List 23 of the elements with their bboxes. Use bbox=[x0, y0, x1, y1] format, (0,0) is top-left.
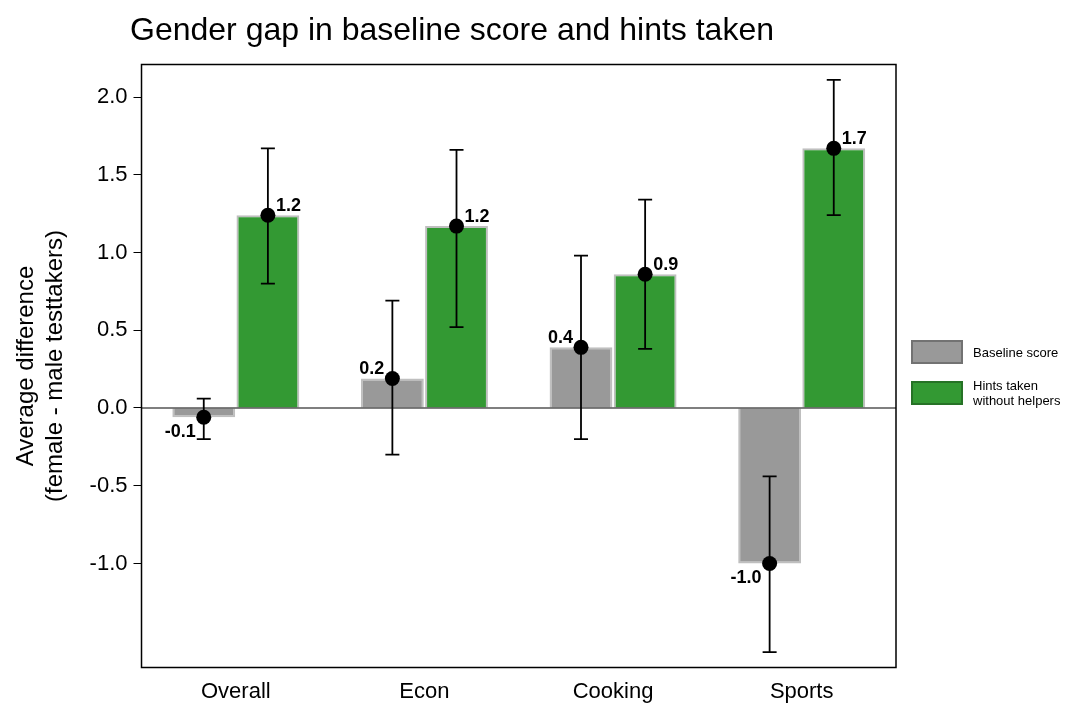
x-tick-label: Econ bbox=[399, 677, 450, 703]
data-label: 1.7 bbox=[841, 128, 867, 149]
data-label: 0.2 bbox=[359, 358, 385, 379]
y-tick-label: 2.0 bbox=[96, 83, 128, 109]
x-tick-label: Sports bbox=[769, 677, 834, 703]
data-label: -0.1 bbox=[164, 421, 196, 442]
data-label: 0.9 bbox=[653, 254, 679, 275]
x-tick-label: Cooking bbox=[572, 677, 654, 703]
data-label: -1.0 bbox=[730, 567, 762, 588]
y-tick-label: -0.5 bbox=[89, 471, 128, 497]
legend-label: Hints taken without helpers bbox=[973, 378, 1062, 408]
y-tick-label: 1.0 bbox=[96, 238, 128, 264]
y-axis-title: Average difference (female - male testtakers) bbox=[11, 229, 67, 503]
y-tick-label: 0.0 bbox=[96, 394, 128, 420]
legend-label: Baseline score bbox=[973, 344, 1060, 360]
y-tick-label: -1.0 bbox=[89, 549, 128, 575]
y-tick-label: 0.5 bbox=[96, 316, 128, 342]
x-tick-label: Overall bbox=[200, 677, 271, 703]
data-label: 1.2 bbox=[464, 206, 490, 227]
y-tick-label: 1.5 bbox=[96, 160, 128, 186]
data-label: 1.2 bbox=[275, 195, 301, 216]
data-label: 0.4 bbox=[547, 327, 573, 348]
chart-title: Gender gap in baseline score and hints taken bbox=[130, 11, 774, 48]
